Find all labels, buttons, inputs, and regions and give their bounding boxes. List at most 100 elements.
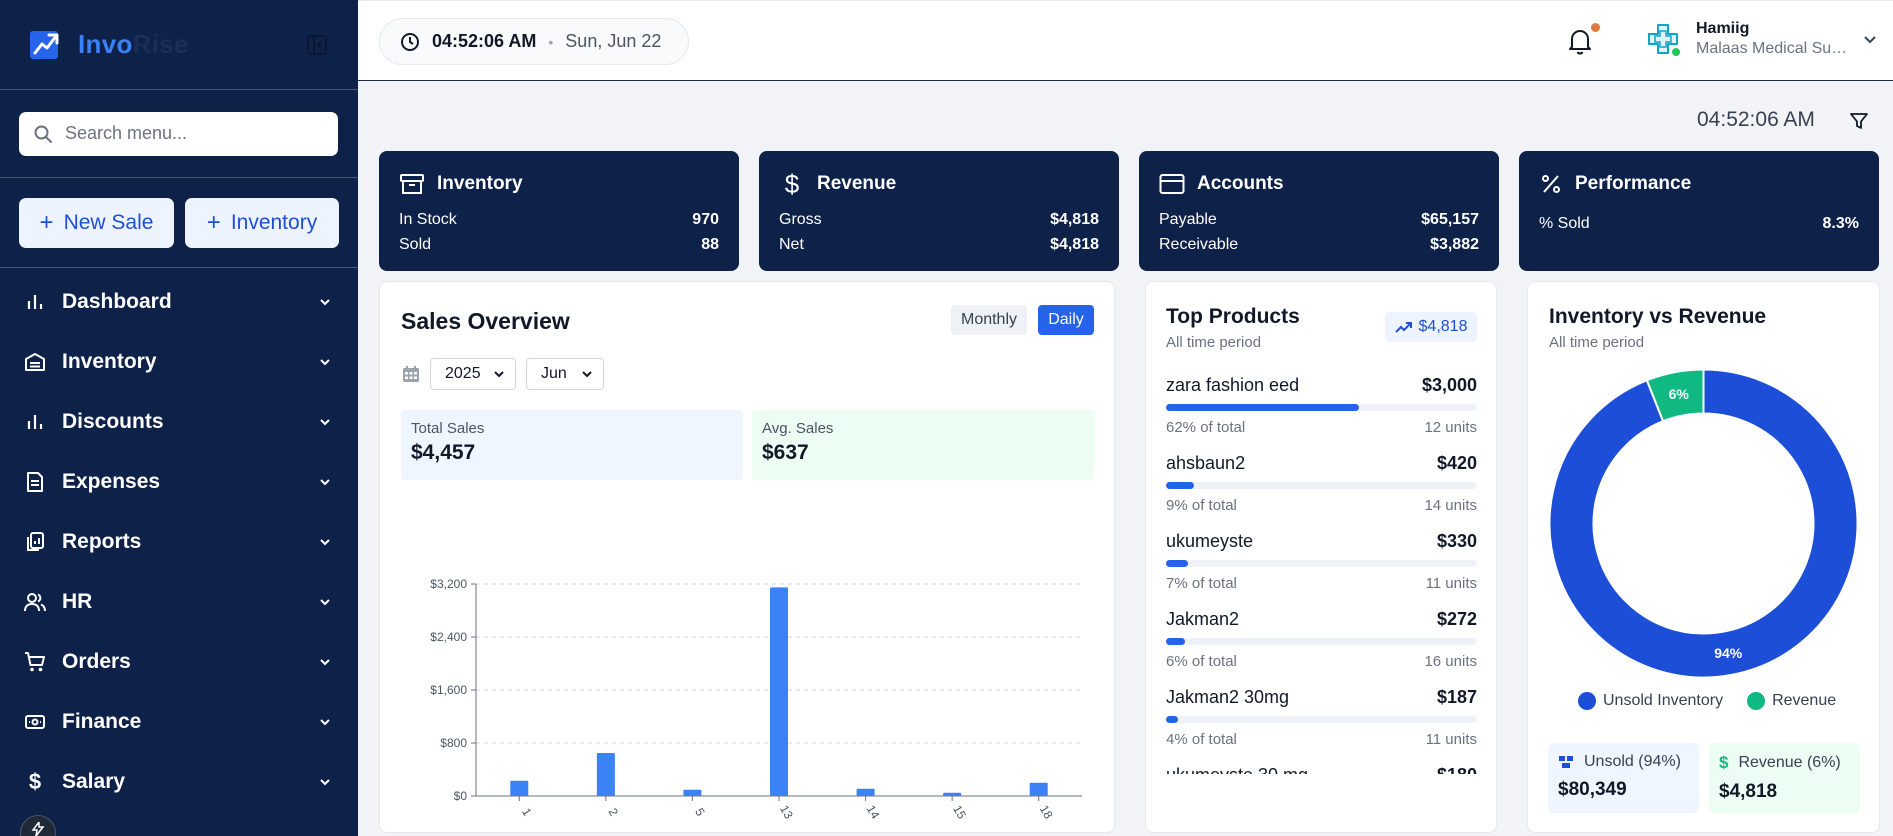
sidebar-item-dashboard[interactable]: Dashboard [0, 272, 358, 332]
product-amount: $187 [1436, 686, 1477, 707]
clock-icon [401, 32, 419, 51]
bar-chart-icon [24, 411, 46, 433]
x-tick-label: 1 [519, 806, 535, 819]
donut-slice[interactable] [1548, 368, 1859, 679]
list-item[interactable]: ukumeyste $330 7% of total 11 units [1166, 528, 1477, 606]
chevron-down-icon [320, 659, 330, 666]
calendar-icon [403, 366, 419, 382]
x-tick-label: 5 [692, 806, 708, 819]
product-amount: $180 [1437, 765, 1477, 775]
slice-label: 6% [1669, 386, 1690, 402]
brand-header: InvoRise [0, 0, 358, 90]
plus-icon: + [39, 208, 54, 236]
avg-sales-stat: Avg. Sales $637 [752, 410, 1094, 480]
list-item[interactable]: Jakman2 30mg $187 4% of total 11 units [1166, 684, 1477, 762]
sidebar-item-orders[interactable]: Orders [0, 632, 358, 692]
notification-bell-icon[interactable] [1567, 27, 1593, 55]
stat-label: Revenue (6%) [1738, 754, 1841, 771]
slice-label: 94% [1714, 645, 1743, 661]
new-sale-label: New Sale [63, 210, 154, 234]
archive-box-icon [400, 174, 424, 194]
sidebar-item-label: Discounts [62, 410, 164, 433]
panel-title: Top Products [1166, 305, 1300, 328]
sidebar-menu: Dashboard Inventory Discounts Expenses R… [0, 268, 358, 812]
sidebar-item-label: Orders [62, 650, 131, 673]
inventory-quick-button[interactable]: + Inventory [185, 197, 339, 248]
sidebar-item-discounts[interactable]: Discounts [0, 392, 358, 452]
sidebar-item-label: Salary [62, 770, 126, 793]
sidebar-item-inventory[interactable]: Inventory [0, 332, 358, 392]
card-label: % Sold [1539, 214, 1590, 232]
document-icon [24, 471, 46, 493]
product-units: 14 units [1424, 497, 1477, 514]
quick-action-bolt-button[interactable] [20, 815, 56, 836]
card-value: 88 [701, 235, 719, 253]
card-value: 8.3% [1822, 214, 1859, 232]
legend-swatch [1578, 692, 1596, 710]
list-item[interactable]: ahsbaun2 $420 9% of total 14 units [1166, 450, 1477, 528]
performance-summary-card[interactable]: Performance % Sold 8.3% [1519, 151, 1879, 271]
sales-bar-chart: $0 $800 $1,600 $2,400 $3,200 1 2 5 13 14 15 18 [430, 577, 1082, 822]
list-item[interactable]: zara fashion eed $3,000 62% of total 12 un… [1166, 372, 1477, 450]
year-select[interactable]: 2025 [430, 358, 516, 390]
legend-item-revenue[interactable]: Revenue [1747, 692, 1836, 710]
brand-name[interactable]: InvoRise [78, 29, 189, 60]
card-label: Sold [399, 235, 432, 253]
revenue-summary-card[interactable]: $ Revenue Gross $4,818 Net $4,818 [759, 151, 1119, 271]
panel-title: Sales Overview [401, 308, 570, 334]
badge-value: $4,818 [1418, 318, 1468, 335]
quick-actions: + New Sale + Inventory [0, 178, 358, 268]
bar [510, 780, 529, 796]
user-menu[interactable]: Hamiig Malaas Medical Supplies [1646, 19, 1878, 59]
chevron-down-icon [320, 359, 330, 366]
sidebar-item-salary[interactable]: $ Salary [0, 752, 358, 812]
chevron-down-icon [320, 539, 330, 546]
user-organization: Malaas Medical Supplies [1696, 40, 1848, 57]
bar [856, 788, 875, 796]
chevron-down-icon [320, 299, 330, 306]
progress-fill [1166, 560, 1188, 567]
inventory-summary-card[interactable]: Inventory In Stock 970 Sold 88 [379, 151, 739, 271]
progress-bar [1166, 482, 1477, 489]
filter-icon[interactable] [1849, 111, 1869, 131]
notification-dot [1591, 23, 1600, 32]
progress-bar [1166, 560, 1477, 567]
total-sales-stat: Total Sales $4,457 [401, 410, 743, 480]
legend-item-unsold[interactable]: Unsold Inventory [1578, 692, 1723, 710]
search-input[interactable] [65, 123, 315, 144]
dollar-icon: $ [784, 168, 800, 199]
sidebar-item-finance[interactable]: Finance [0, 692, 358, 752]
bar [596, 752, 615, 796]
brand-name-part1: Invo [78, 29, 133, 59]
sidebar-item-expenses[interactable]: Expenses [0, 452, 358, 512]
daily-toggle-button[interactable]: Daily [1038, 305, 1094, 335]
accounts-summary-card[interactable]: Accounts Payable $65,157 Receivable $3,882 [1139, 151, 1499, 271]
list-item[interactable]: ukumeyste 30 mg $180 [1166, 762, 1477, 775]
monthly-toggle-button[interactable]: Monthly [951, 305, 1027, 335]
dollar-icon: $ [28, 769, 42, 794]
chevron-down-icon [320, 419, 330, 426]
list-item[interactable]: Jakman2 $272 6% of total 16 units [1166, 606, 1477, 684]
sidebar-item-reports[interactable]: Reports [0, 512, 358, 572]
product-name: Jakman2 [1166, 608, 1240, 629]
product-amount: $330 [1436, 530, 1477, 551]
x-tick-label: 2 [606, 806, 622, 819]
collapse-sidebar-icon[interactable] [306, 34, 328, 56]
card-value: 970 [692, 210, 719, 228]
bar [943, 792, 962, 796]
search-section [0, 90, 358, 178]
product-share: 7% of total [1166, 575, 1237, 592]
month-select[interactable]: Jun [526, 358, 604, 390]
sidebar-item-hr[interactable]: HR [0, 572, 358, 632]
chevron-down-icon [494, 371, 504, 378]
top-products-panel: Top Products All time period $4,818 zara… [1145, 281, 1497, 833]
user-info: Hamiig Malaas Medical Supplies [1696, 19, 1848, 59]
clock-pill: 04:52:06 AM • Sun, Jun 22 [379, 18, 689, 65]
new-sale-button[interactable]: + New Sale [19, 197, 174, 248]
panel-subtitle: All time period [1166, 334, 1262, 351]
medical-cross-icon [1648, 24, 1678, 54]
sidebar-item-label: Finance [62, 710, 142, 733]
stat-label: Avg. Sales [762, 420, 834, 437]
inventory-quick-label: Inventory [230, 210, 318, 234]
total-badge: $4,818 [1385, 312, 1477, 342]
